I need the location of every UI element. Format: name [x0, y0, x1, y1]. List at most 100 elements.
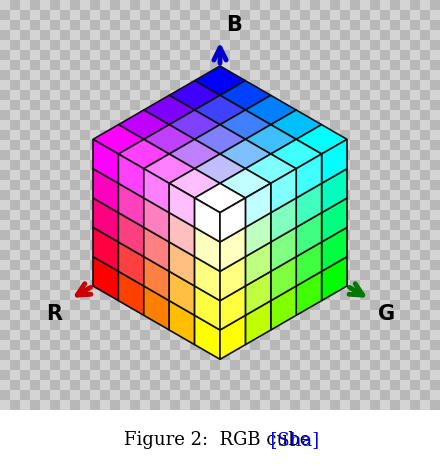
Bar	[340, 250, 350, 260]
Bar	[380, 230, 390, 240]
Bar	[380, 250, 390, 260]
Bar	[230, 50, 240, 60]
Bar	[270, 90, 280, 100]
Bar	[110, 350, 120, 360]
Bar	[120, 60, 130, 70]
Bar	[360, 210, 370, 220]
Bar	[260, 280, 270, 290]
Bar	[180, 70, 190, 80]
Bar	[220, 260, 230, 270]
Bar	[210, 400, 220, 410]
Bar	[20, 80, 30, 90]
Bar	[80, 0, 90, 10]
Bar	[180, 260, 190, 270]
Bar	[240, 120, 250, 130]
Polygon shape	[296, 242, 322, 286]
Bar	[300, 340, 310, 350]
Polygon shape	[271, 169, 296, 212]
Bar	[90, 270, 100, 280]
Bar	[260, 100, 270, 110]
Bar	[150, 370, 160, 380]
Bar	[300, 10, 310, 20]
Bar	[180, 330, 190, 340]
Bar	[260, 300, 270, 310]
Bar	[330, 310, 340, 320]
Bar	[120, 310, 130, 320]
Bar	[230, 370, 240, 380]
Bar	[180, 350, 190, 360]
Bar	[10, 370, 20, 380]
Bar	[250, 310, 260, 320]
Bar	[380, 360, 390, 370]
Bar	[340, 40, 350, 50]
Bar	[90, 190, 100, 200]
Bar	[210, 30, 220, 40]
Bar	[40, 60, 50, 70]
Bar	[100, 270, 110, 280]
Bar	[340, 210, 350, 220]
Bar	[160, 110, 170, 120]
Bar	[390, 360, 400, 370]
Bar	[210, 130, 220, 140]
Bar	[80, 230, 90, 240]
Bar	[70, 10, 80, 20]
Bar	[150, 260, 160, 270]
Bar	[380, 50, 390, 60]
Bar	[430, 210, 440, 220]
Bar	[80, 170, 90, 180]
Bar	[230, 190, 240, 200]
Bar	[50, 280, 60, 290]
Bar	[410, 400, 420, 410]
Bar	[410, 380, 420, 390]
Bar	[400, 10, 410, 20]
Bar	[310, 350, 320, 360]
Bar	[150, 170, 160, 180]
Bar	[240, 70, 250, 80]
Bar	[190, 350, 200, 360]
Bar	[400, 100, 410, 110]
Bar	[400, 50, 410, 60]
Polygon shape	[194, 66, 246, 96]
Bar	[320, 40, 330, 50]
Bar	[240, 230, 250, 240]
Bar	[60, 60, 70, 70]
Bar	[60, 90, 70, 100]
Bar	[230, 360, 240, 370]
Bar	[360, 160, 370, 170]
Bar	[370, 200, 380, 210]
Bar	[110, 10, 120, 20]
Bar	[50, 170, 60, 180]
Bar	[0, 40, 10, 50]
Bar	[260, 350, 270, 360]
Bar	[280, 270, 290, 280]
Bar	[420, 0, 430, 10]
Bar	[280, 30, 290, 40]
Bar	[100, 0, 110, 10]
Bar	[20, 230, 30, 240]
Bar	[360, 230, 370, 240]
Bar	[20, 130, 30, 140]
Bar	[130, 70, 140, 80]
Bar	[270, 290, 280, 300]
Bar	[100, 230, 110, 240]
Bar	[240, 80, 250, 90]
Bar	[270, 120, 280, 130]
Bar	[20, 270, 30, 280]
Bar	[260, 220, 270, 230]
Bar	[0, 120, 10, 130]
Bar	[170, 270, 180, 280]
Bar	[20, 110, 30, 120]
Bar	[160, 230, 170, 240]
Bar	[90, 250, 100, 260]
Bar	[230, 380, 240, 390]
Bar	[0, 300, 10, 310]
Bar	[400, 200, 410, 210]
Bar	[200, 370, 210, 380]
Bar	[240, 200, 250, 210]
Bar	[320, 160, 330, 170]
Bar	[330, 170, 340, 180]
Bar	[360, 400, 370, 410]
Bar	[130, 30, 140, 40]
Bar	[170, 20, 180, 30]
Bar	[410, 210, 420, 220]
